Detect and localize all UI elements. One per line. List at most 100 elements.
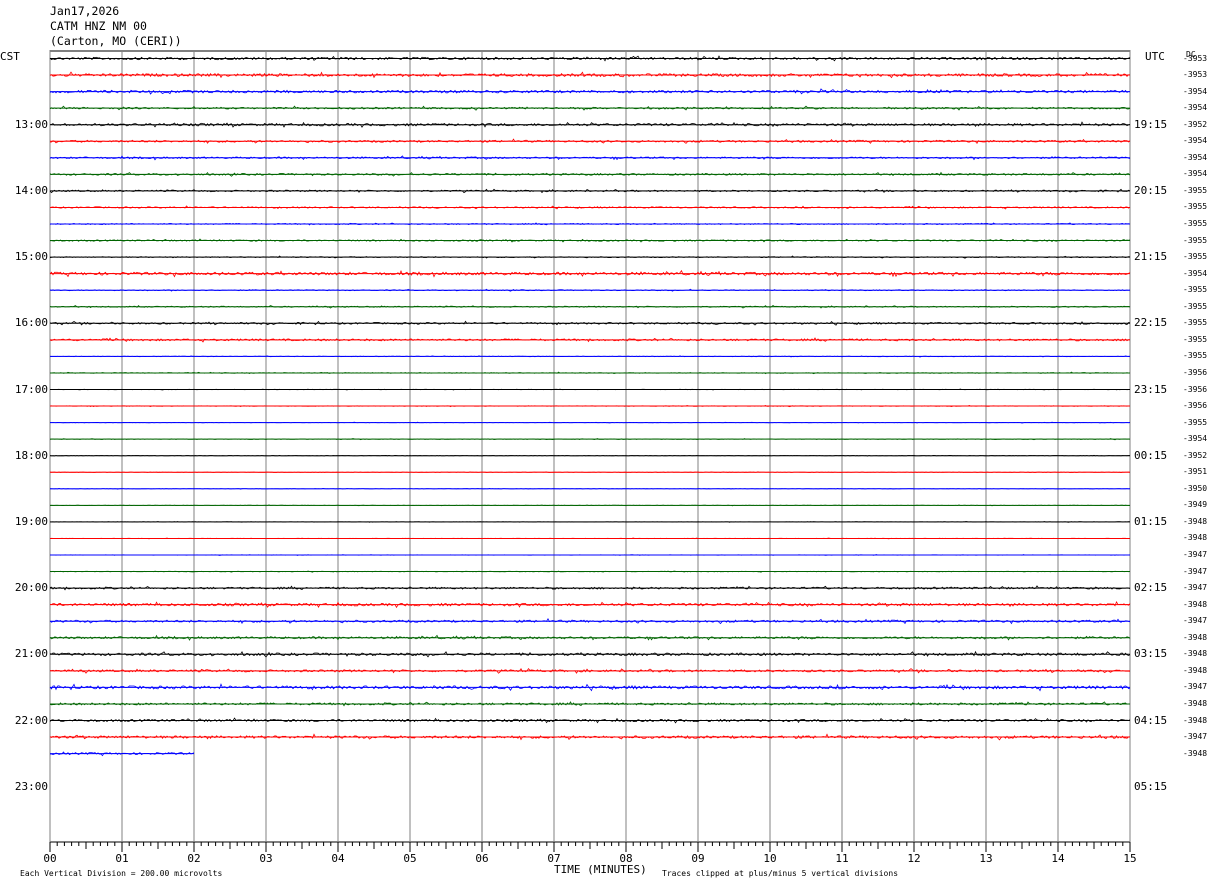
dc-offset-label: -3947	[1183, 583, 1208, 593]
dc-offset-label: -3955	[1183, 202, 1208, 212]
seismic-trace	[49, 88, 1131, 95]
seismic-trace	[49, 222, 1131, 226]
cst-hour-label: 13:00	[14, 117, 48, 131]
dc-offset-label: -3954	[1183, 136, 1208, 146]
dc-offset-label: -3951	[1183, 467, 1208, 477]
x-axis-title: TIME (MINUTES)	[554, 863, 647, 876]
dc-offset-label: -3948	[1183, 632, 1208, 642]
dc-offset-label: -3956	[1183, 367, 1208, 377]
x-tick-label: 09	[691, 852, 705, 865]
seismic-trace	[49, 537, 1131, 540]
utc-hour-label: 23:15	[1134, 382, 1168, 396]
utc-hour-label: 19:15	[1134, 117, 1168, 131]
x-tick-label: 00	[43, 852, 57, 865]
x-tick-label: 05	[403, 852, 417, 865]
dc-offset-label: -3955	[1183, 252, 1208, 262]
cst-hour-label: 21:00	[14, 647, 48, 661]
dc-offset-label: -3955	[1183, 301, 1208, 311]
station-location: (Carton, MO (CERI))	[50, 34, 182, 48]
dc-offset-label: -3955	[1183, 285, 1208, 295]
station-code: CATM HNZ NM 00	[50, 19, 147, 33]
x-tick-label: 06	[475, 852, 489, 865]
dc-offset-label: -3948	[1183, 748, 1208, 758]
seismic-trace	[49, 105, 1131, 111]
seismic-trace	[49, 634, 1131, 641]
seismic-trace	[49, 188, 1131, 194]
cst-hour-label: 16:00	[14, 316, 48, 330]
dc-offset-label: -3955	[1183, 351, 1208, 361]
cst-hour-label: 18:00	[14, 448, 48, 462]
seismic-trace	[49, 554, 1131, 556]
x-tick-label: 12	[907, 852, 921, 865]
plot-frame	[49, 50, 1131, 843]
x-tick-label: 10	[763, 852, 777, 865]
dc-offset-label: -3955	[1183, 235, 1208, 245]
dc-offset-label: -3954	[1183, 268, 1208, 278]
seismic-trace	[49, 454, 1131, 457]
cst-hour-label: 14:00	[14, 183, 48, 197]
dc-offset-label: -3956	[1183, 401, 1208, 411]
x-tick-label: 15	[1123, 852, 1137, 865]
dc-offset-label: -3950	[1183, 483, 1208, 493]
dc-offset-label: -3948	[1183, 533, 1208, 543]
seismic-trace	[49, 521, 1131, 523]
utc-hour-label: 05:15	[1134, 779, 1168, 793]
dc-offset-label: -3952	[1183, 119, 1208, 129]
seismic-trace	[49, 238, 1131, 243]
seismic-trace	[49, 618, 1131, 625]
seismic-trace	[49, 205, 1131, 210]
cst-hour-label: 23:00	[14, 779, 48, 793]
dc-offset-label: -3953	[1183, 70, 1208, 80]
dc-offset-label: -3955	[1183, 334, 1208, 344]
cst-hour-label: 20:00	[14, 581, 48, 595]
seismic-trace	[49, 650, 1131, 658]
x-tick-label: 04	[331, 852, 345, 865]
cst-hour-label: 22:00	[14, 713, 48, 727]
seismic-trace	[49, 288, 1131, 292]
seismic-trace	[49, 269, 1131, 278]
seismic-trace	[49, 504, 1131, 507]
dc-offset-label: -3949	[1183, 500, 1208, 510]
seismic-trace	[49, 71, 1131, 79]
x-tick-label: 03	[259, 852, 273, 865]
record-date: Jan17,2026	[50, 4, 120, 18]
dc-offset-label: -3948	[1183, 698, 1208, 708]
utc-hour-label: 04:15	[1134, 713, 1168, 727]
dc-offset-label: -3955	[1183, 318, 1208, 328]
seismic-trace	[49, 304, 1131, 309]
x-tick-label: 11	[835, 852, 849, 865]
utc-hour-label: 02:15	[1134, 581, 1168, 595]
utc-hour-label: 03:15	[1134, 647, 1168, 661]
seismic-trace	[49, 337, 1131, 343]
dc-offset-label: -3954	[1183, 434, 1208, 444]
dc-offset-label: -3948	[1183, 715, 1208, 725]
seismic-trace	[49, 570, 1131, 573]
seismic-trace	[49, 717, 1131, 724]
utc-hour-label: 01:15	[1134, 514, 1168, 528]
seismic-trace	[49, 155, 1131, 161]
dc-offset-label: -3947	[1183, 616, 1208, 626]
utc-hour-label: 00:15	[1134, 448, 1168, 462]
utc-hour-label: 20:15	[1134, 183, 1168, 197]
cst-hour-label: 19:00	[14, 514, 48, 528]
dc-offset-label: -3948	[1183, 665, 1208, 675]
seismic-trace	[49, 733, 1131, 741]
dc-offset-label: -3948	[1183, 649, 1208, 659]
scale-note: Each Vertical Division = 200.00 microvol…	[20, 869, 223, 878]
utc-hour-label: 21:15	[1134, 250, 1168, 264]
seismic-trace	[49, 683, 1131, 692]
x-tick-label: 02	[187, 852, 201, 865]
seismic-trace	[49, 600, 1131, 609]
left-timezone-label: CST	[0, 50, 20, 63]
clip-note: Traces clipped at plus/minus 5 vertical …	[662, 869, 899, 878]
seismic-trace	[49, 421, 1131, 424]
dc-offset-label: -3947	[1183, 732, 1208, 742]
seismic-trace	[49, 255, 1131, 259]
dc-offset-label: -3956	[1183, 384, 1208, 394]
seismic-trace	[49, 667, 1131, 674]
seismic-trace	[49, 138, 1131, 145]
utc-hour-label: 22:15	[1134, 316, 1168, 330]
dc-offset-label: -3947	[1183, 550, 1208, 559]
x-tick-label: 08	[619, 852, 633, 865]
